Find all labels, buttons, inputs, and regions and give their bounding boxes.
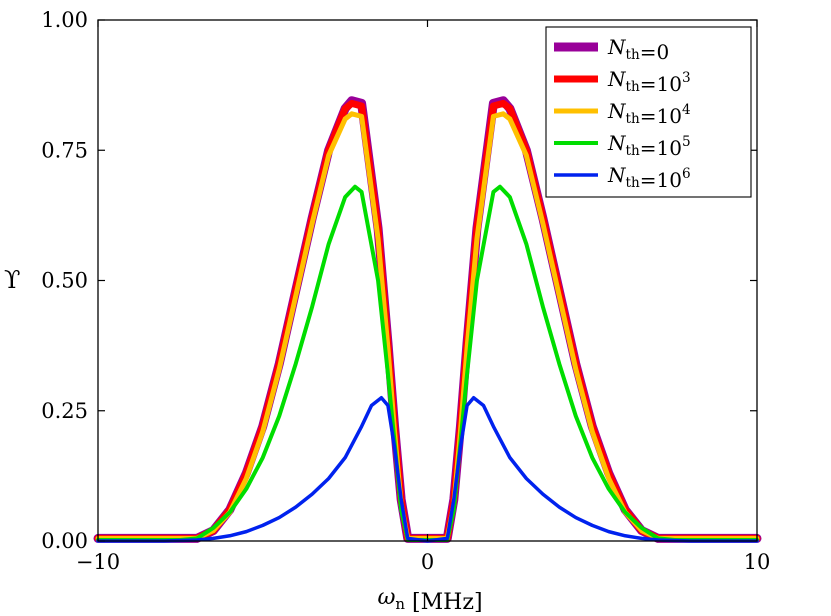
y-tick-label: 0.00 [41,529,88,553]
legend-label-4: Nth=105 [607,131,691,160]
x-tick-label: 10 [744,550,771,574]
series-line-5 [96,395,759,543]
y-axis-label: ϒ [4,266,20,294]
legend-label-2: Nth=103 [607,67,691,96]
legend-label-3: Nth=104 [607,99,691,128]
series-line-4 [96,184,759,542]
legend-items: Nth=0 Nth=103 Nth=104 Nth=105 Nth=106 [554,35,691,192]
legend: Nth=0 Nth=103 Nth=104 Nth=105 Nth=106 [545,26,752,198]
legend-label-1: Nth=0 [607,35,669,64]
x-tick-label: −10 [76,550,120,574]
ticks-layer [97,19,758,542]
y-tick-label: 0.75 [41,138,88,162]
y-tick-label: 0.25 [41,399,88,423]
x-axis-label: ωn [MHz] [377,585,482,612]
x-tick-label: 0 [421,550,434,574]
legend-label-5: Nth=106 [607,163,691,192]
tick-labels-layer: 0.00 0.25 0.50 0.75 1.00 −10 0 10 [41,8,770,574]
y-tick-label: 1.00 [41,8,88,32]
y-tick-label: 0.50 [41,269,88,293]
